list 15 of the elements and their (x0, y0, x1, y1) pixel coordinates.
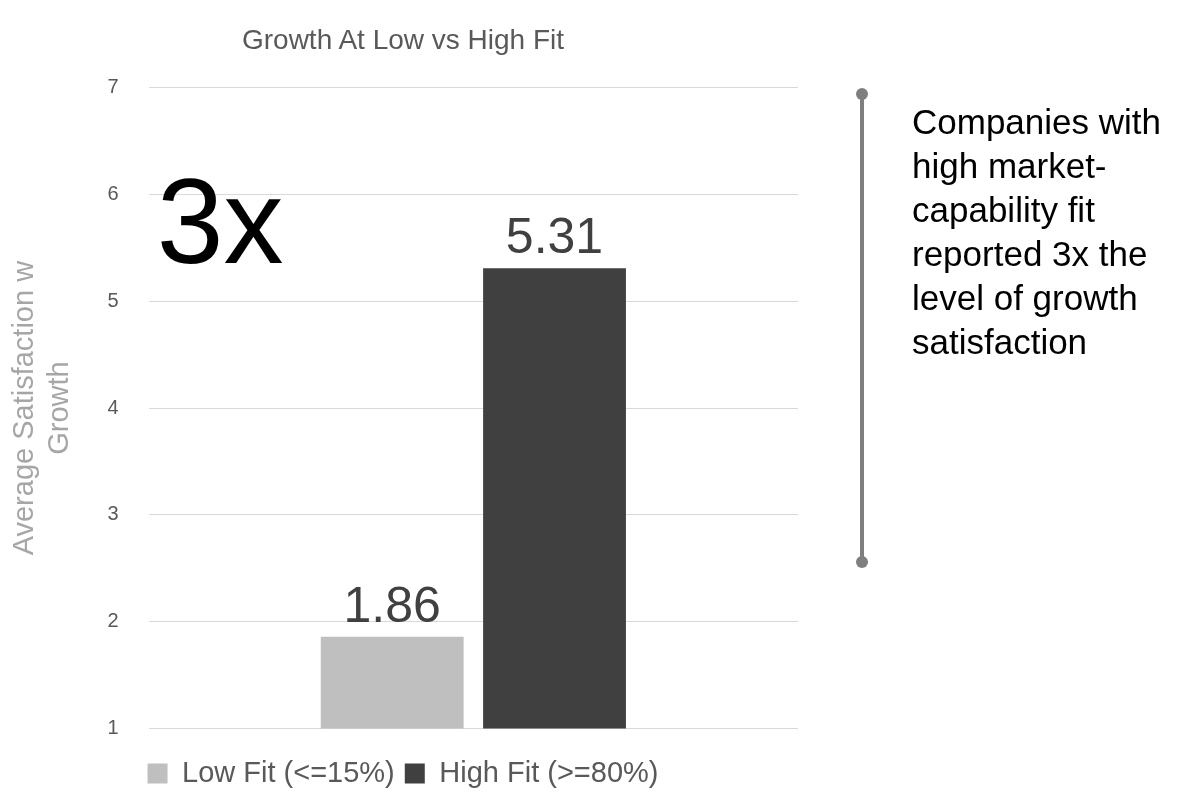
annotation: 3x (156, 153, 284, 288)
y-axis-title: Average Satisfaction w Growth (7, 259, 75, 556)
data-label: 1.86 (343, 576, 441, 633)
legend-label: Low Fit (<=15%) (182, 755, 395, 788)
y-tick-label: 7 (107, 75, 119, 98)
y-tick-label: 4 (107, 395, 119, 418)
y-tick-label: 5 (107, 288, 119, 311)
y-tick-label: 3 (107, 502, 119, 525)
data-label: 5.31 (505, 207, 604, 264)
y-tick-label: 2 (107, 609, 119, 632)
y-tick-label: 1 (107, 716, 119, 739)
chart-title: Growth At Low vs High Fit (241, 23, 565, 55)
legend-label: High Fit (>=80%) (439, 755, 659, 788)
y-tick-label: 6 (107, 181, 119, 204)
text: Companies with high market-capability fit reported 3x the level of growth satisfaction (912, 101, 1162, 363)
